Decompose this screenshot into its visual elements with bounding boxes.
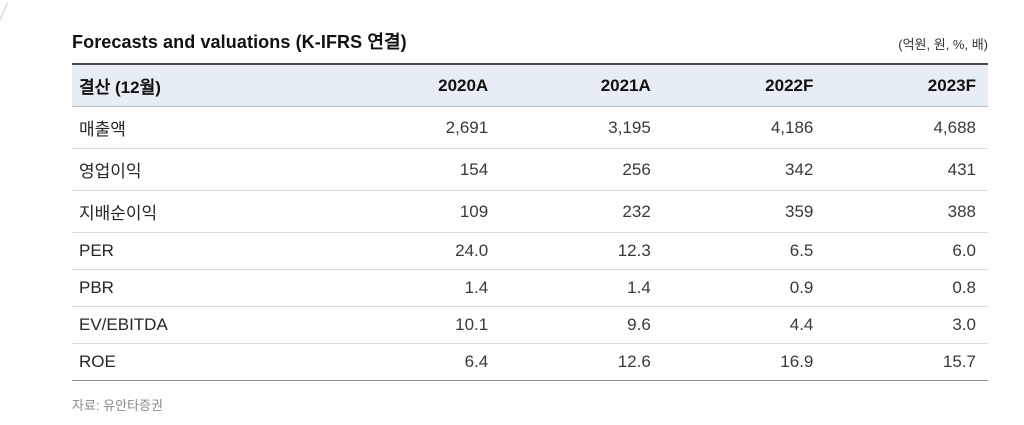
- cell-value: 342: [662, 148, 826, 191]
- cell-value: 6.4: [337, 343, 501, 381]
- cell-value: 16.9: [662, 343, 826, 381]
- source-note: 자료: 유안타증권: [72, 398, 163, 413]
- row-label: 지배순이익: [72, 190, 338, 233]
- cell-value: 388: [825, 190, 988, 233]
- row-label: 영업이익: [72, 148, 338, 191]
- unit-note: (억원, 원, %, 배): [898, 37, 988, 52]
- row-label: EV/EBITDA: [72, 306, 338, 344]
- table-row-revenue: 매출액 2,691 3,195 4,186 4,688: [72, 106, 988, 149]
- cell-value: 154: [337, 148, 501, 191]
- cell-value: 4,688: [825, 106, 988, 149]
- cell-value: 3,195: [500, 106, 663, 149]
- cell-value: 6.5: [662, 232, 826, 270]
- table-row-pbr: PBR 1.4 1.4 0.9 0.8: [72, 269, 988, 307]
- cell-value: 15.7: [825, 343, 988, 381]
- column-header-2023f: 2023F: [825, 63, 988, 107]
- row-label: 매출액: [72, 106, 338, 149]
- row-label: ROE: [72, 343, 338, 381]
- cell-value: 4,186: [662, 106, 826, 149]
- cell-value: 10.1: [337, 306, 501, 344]
- table-header-row: 결산 (12월) 2020A 2021A 2022F 2023F: [72, 63, 988, 107]
- column-header-2020a: 2020A: [337, 63, 501, 107]
- column-header-2021a: 2021A: [500, 63, 663, 107]
- cell-value: 359: [662, 190, 826, 233]
- cell-value: 3.0: [825, 306, 988, 344]
- cell-value: 12.3: [500, 232, 663, 270]
- cell-value: 232: [500, 190, 663, 233]
- table-row-ev-ebitda: EV/EBITDA 10.1 9.6 4.4 3.0: [72, 306, 988, 344]
- cell-value: 4.4: [662, 306, 826, 344]
- title-row: Forecasts and valuations (K-IFRS 연결) (억원…: [72, 28, 988, 54]
- row-label: PBR: [72, 269, 338, 307]
- table-row-net-profit: 지배순이익 109 232 359 388: [72, 190, 988, 233]
- cell-value: 1.4: [337, 269, 501, 307]
- cell-value: 0.8: [825, 269, 988, 307]
- cell-value: 12.6: [500, 343, 663, 381]
- column-header-2022f: 2022F: [662, 63, 826, 107]
- table-title: Forecasts and valuations (K-IFRS 연결): [72, 32, 407, 52]
- table-row-operating-profit: 영업이익 154 256 342 431: [72, 148, 988, 191]
- forecasts-valuations-table: 결산 (12월) 2020A 2021A 2022F 2023F 매출액 2,6…: [72, 63, 988, 381]
- table-row-per: PER 24.0 12.3 6.5 6.0: [72, 232, 988, 270]
- scan-artifact: [0, 2, 9, 24]
- cell-value: 109: [337, 190, 501, 233]
- cell-value: 0.9: [662, 269, 826, 307]
- table-row-roe: ROE 6.4 12.6 16.9 15.7: [72, 343, 988, 381]
- cell-value: 6.0: [825, 232, 988, 270]
- cell-value: 9.6: [500, 306, 663, 344]
- column-header-fiscal: 결산 (12월): [72, 63, 338, 107]
- cell-value: 431: [825, 148, 988, 191]
- cell-value: 24.0: [337, 232, 501, 270]
- cell-value: 256: [500, 148, 663, 191]
- cell-value: 1.4: [500, 269, 663, 307]
- cell-value: 2,691: [337, 106, 501, 149]
- row-label: PER: [72, 232, 338, 270]
